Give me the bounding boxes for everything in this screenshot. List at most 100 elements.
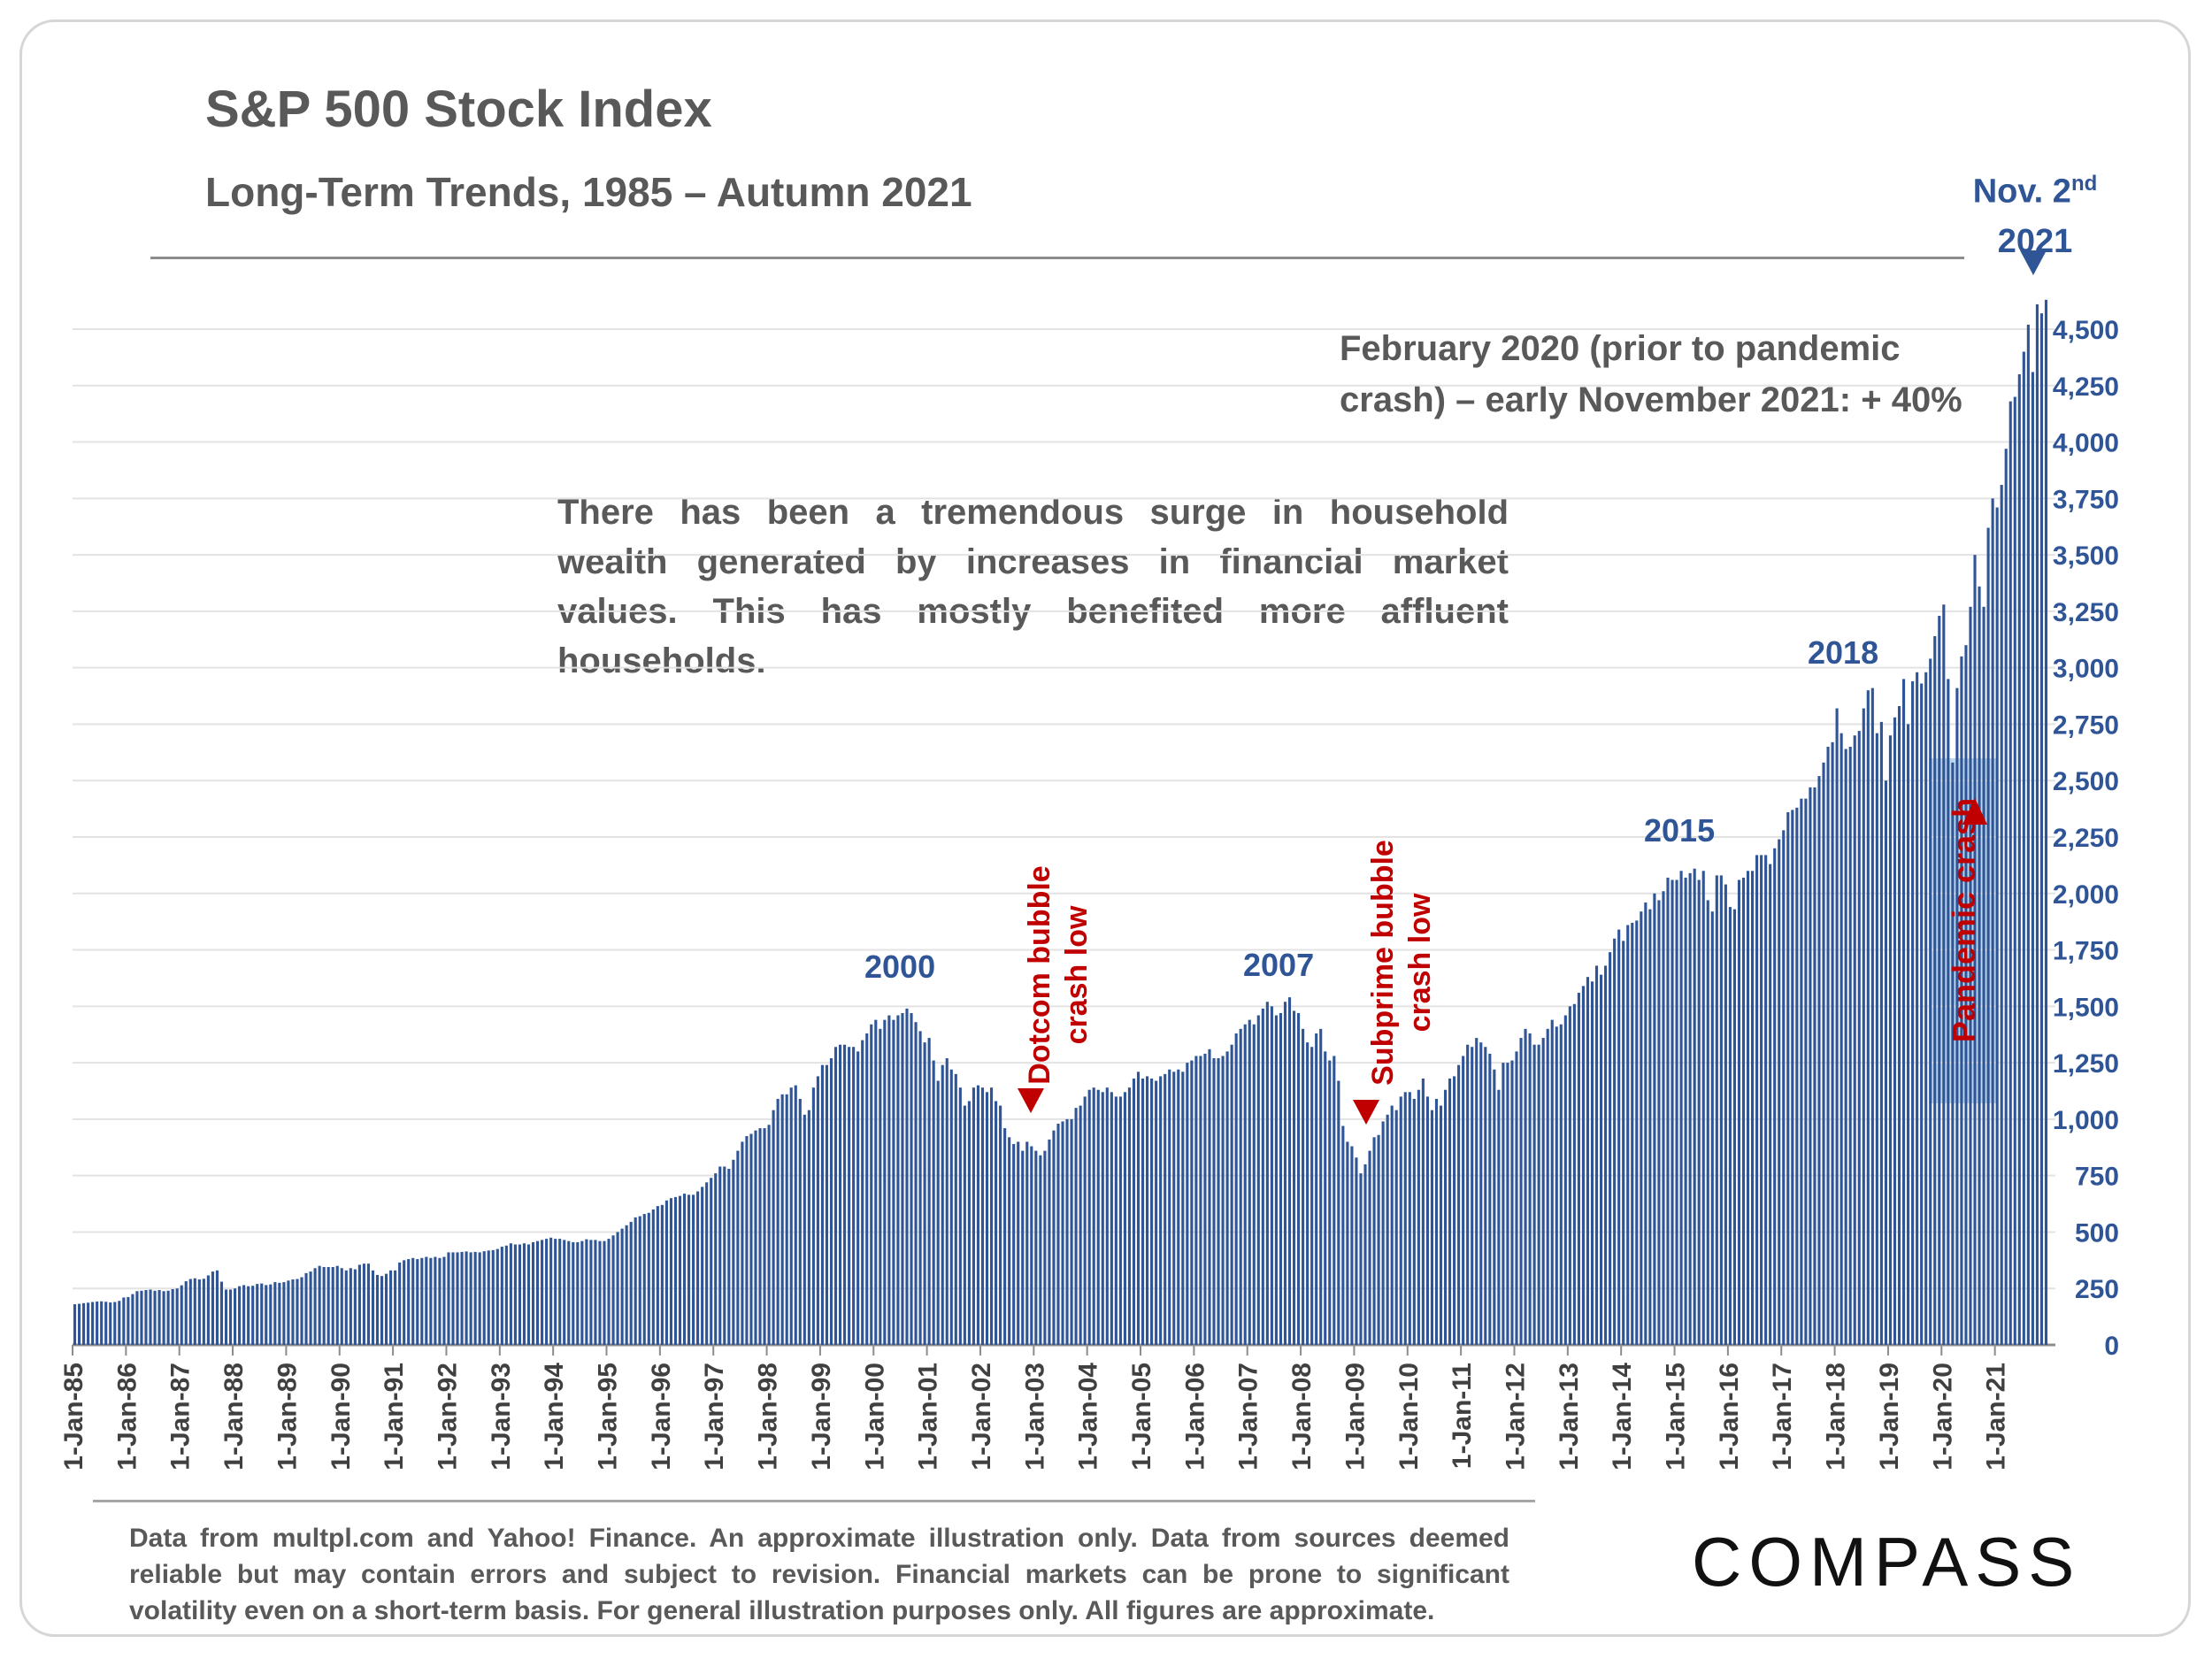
- bar: [247, 1286, 250, 1345]
- bar: [1938, 615, 1941, 1345]
- bar: [647, 1212, 650, 1345]
- y-tick-label: 4,500: [2053, 316, 2119, 345]
- bar: [1221, 1056, 1225, 1345]
- bar: [296, 1279, 299, 1345]
- x-tick-label: 1-Jan-91: [380, 1363, 409, 1471]
- bar: [1012, 1143, 1016, 1345]
- bar: [718, 1166, 722, 1345]
- footer-divider: [93, 1500, 1535, 1502]
- x-tick-label: 1-Jan-99: [807, 1363, 836, 1471]
- bar: [1559, 1024, 1563, 1345]
- y-tick-label: 4,250: [2053, 373, 2119, 402]
- bar: [883, 1019, 887, 1345]
- bar: [1297, 1012, 1301, 1345]
- bar: [1697, 879, 1701, 1345]
- bar: [887, 1015, 891, 1345]
- bar: [1684, 877, 1687, 1345]
- bar: [1123, 1092, 1126, 1345]
- bar: [1853, 735, 1856, 1345]
- bar: [304, 1272, 308, 1345]
- bar: [331, 1266, 334, 1345]
- bar: [1493, 1069, 1496, 1345]
- bar: [322, 1266, 326, 1345]
- bar: [945, 1058, 949, 1345]
- bar: [1181, 1071, 1185, 1345]
- bar: [927, 1038, 931, 1345]
- bar: [491, 1249, 495, 1345]
- y-axis-ticks: 0 250 500 750 1,000 1,250 1,500 1,750 2,000 2,250…: [2053, 316, 2119, 1361]
- bar: [1061, 1121, 1064, 1345]
- bar: [825, 1064, 829, 1345]
- bar: [1475, 1038, 1479, 1345]
- bar: [1920, 683, 1924, 1345]
- bar: [1368, 1150, 1371, 1345]
- bar: [91, 1302, 95, 1345]
- bar: [77, 1303, 81, 1345]
- bar: [344, 1270, 348, 1345]
- bar: [1581, 986, 1585, 1345]
- bar: [892, 1019, 895, 1345]
- bar: [500, 1247, 503, 1345]
- bar: [549, 1237, 553, 1345]
- bar: [82, 1302, 86, 1345]
- bar: [1657, 900, 1661, 1345]
- bar: [238, 1286, 242, 1345]
- bar: [1942, 604, 1946, 1345]
- bar: [234, 1288, 237, 1345]
- bar: [1225, 1051, 1229, 1345]
- bar: [1973, 555, 1977, 1345]
- bar: [1243, 1024, 1247, 1345]
- bar: [923, 1042, 926, 1345]
- bar: [1693, 868, 1696, 1345]
- bar: [1907, 724, 1910, 1345]
- bar: [2026, 324, 2030, 1345]
- bar: [487, 1250, 490, 1345]
- bar: [309, 1271, 312, 1345]
- bar: [1141, 1078, 1145, 1345]
- x-tick-label: 1-Jan-93: [487, 1363, 516, 1471]
- y-tick-label: 250: [2075, 1275, 2119, 1304]
- bar: [972, 1087, 975, 1345]
- bar: [843, 1044, 847, 1345]
- bar: [188, 1279, 192, 1345]
- bar: [941, 1064, 944, 1345]
- bar: [1306, 1042, 1310, 1345]
- bar: [278, 1282, 281, 1345]
- bar: [385, 1273, 388, 1345]
- bar: [425, 1256, 428, 1345]
- bar: [1648, 909, 1652, 1345]
- bar: [96, 1302, 99, 1345]
- bar: [318, 1265, 321, 1345]
- bar: [1186, 1063, 1189, 1345]
- bar: [1355, 1157, 1358, 1345]
- bar: [140, 1290, 143, 1345]
- nov-label-line1: Nov. 2: [1972, 173, 2071, 211]
- bar: [594, 1240, 597, 1345]
- bar: [723, 1166, 726, 1345]
- bar: [803, 1114, 806, 1345]
- bar: [1893, 717, 1897, 1345]
- bar: [104, 1302, 108, 1345]
- bar: [2004, 449, 2008, 1346]
- bar: [171, 1288, 174, 1345]
- bar: [1510, 1060, 1514, 1345]
- bar: [1008, 1137, 1011, 1345]
- bar: [1136, 1071, 1141, 1345]
- y-tick-label: 4,000: [2053, 429, 2119, 458]
- bar: [531, 1241, 535, 1345]
- bar: [434, 1256, 437, 1345]
- bar: [1164, 1073, 1167, 1345]
- bar: [211, 1271, 214, 1345]
- bar: [100, 1301, 104, 1345]
- bar: [447, 1252, 450, 1345]
- x-tick-label: 1-Jan-87: [166, 1363, 196, 1471]
- y-tick-label: 3,000: [2053, 655, 2119, 684]
- bar: [1916, 672, 1919, 1345]
- footer-disclaimer: Data from multpl.com and Yahoo! Finance.…: [129, 1524, 1509, 1625]
- bar: [1662, 891, 1665, 1345]
- bar: [949, 1069, 953, 1345]
- bar: [1679, 871, 1683, 1345]
- bar: [1822, 762, 1825, 1345]
- bar: [589, 1240, 593, 1345]
- bar: [576, 1241, 580, 1345]
